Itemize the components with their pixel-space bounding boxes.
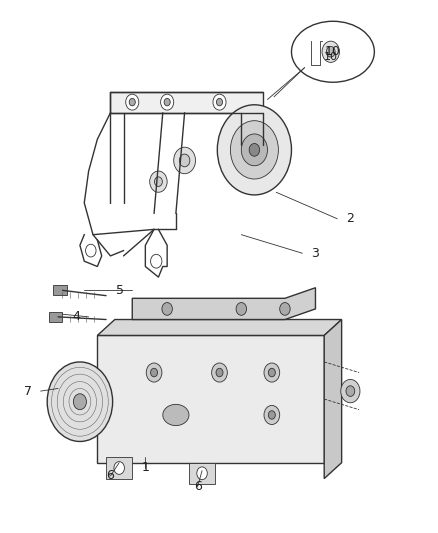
Circle shape [146, 363, 162, 382]
Circle shape [279, 303, 290, 316]
Text: 6: 6 [193, 480, 201, 493]
FancyBboxPatch shape [48, 312, 62, 322]
Circle shape [85, 244, 96, 257]
Text: 5: 5 [115, 284, 123, 297]
Circle shape [263, 406, 279, 424]
Text: 3: 3 [311, 247, 318, 260]
Circle shape [179, 154, 189, 167]
Circle shape [215, 368, 223, 377]
Text: 2: 2 [345, 212, 353, 225]
Circle shape [268, 368, 275, 377]
Circle shape [268, 411, 275, 419]
FancyBboxPatch shape [106, 457, 132, 479]
Circle shape [164, 99, 170, 106]
Circle shape [236, 303, 246, 316]
Circle shape [73, 394, 86, 410]
Circle shape [150, 368, 157, 377]
Polygon shape [97, 319, 341, 335]
Polygon shape [132, 288, 315, 319]
Text: 4: 4 [72, 310, 80, 324]
Circle shape [263, 363, 279, 382]
Circle shape [249, 143, 259, 156]
Circle shape [125, 94, 138, 110]
Text: 10: 10 [323, 52, 337, 61]
Circle shape [230, 120, 278, 179]
Circle shape [154, 177, 162, 187]
Circle shape [241, 134, 267, 166]
FancyBboxPatch shape [110, 92, 262, 113]
Ellipse shape [162, 405, 188, 425]
Circle shape [345, 386, 354, 397]
Circle shape [129, 99, 135, 106]
Circle shape [216, 99, 222, 106]
Circle shape [325, 46, 334, 57]
Text: 10: 10 [324, 45, 340, 58]
Ellipse shape [291, 21, 374, 82]
FancyBboxPatch shape [97, 335, 323, 463]
Circle shape [47, 362, 113, 441]
FancyBboxPatch shape [188, 463, 215, 484]
Circle shape [211, 363, 227, 382]
Circle shape [217, 105, 291, 195]
Text: 1: 1 [141, 462, 149, 474]
Circle shape [212, 94, 226, 110]
Circle shape [149, 171, 167, 192]
Text: 6: 6 [106, 470, 114, 482]
Circle shape [196, 467, 207, 480]
Circle shape [114, 462, 124, 474]
Circle shape [340, 379, 359, 403]
Circle shape [150, 254, 162, 268]
Circle shape [173, 147, 195, 174]
Polygon shape [323, 319, 341, 479]
Circle shape [162, 303, 172, 316]
Circle shape [321, 41, 339, 62]
Text: 7: 7 [24, 385, 32, 398]
FancyBboxPatch shape [53, 285, 67, 295]
Circle shape [160, 94, 173, 110]
